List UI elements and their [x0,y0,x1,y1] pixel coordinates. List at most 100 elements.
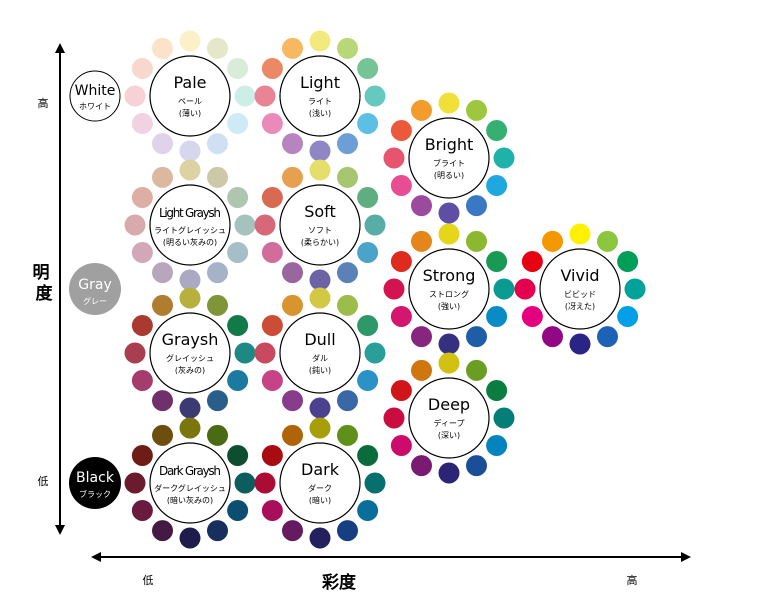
color-swatch [337,166,358,188]
color-swatch [152,37,173,59]
color-swatch [207,37,228,59]
tone-meaning: (鈍い) [309,365,331,375]
tone-wheel-deep: Deep ディープ (深い) [383,352,515,484]
color-swatch [152,133,173,155]
brightness-low-label: 低 [38,475,49,488]
color-swatch [542,326,563,348]
color-swatch [179,269,201,291]
color-swatch [309,287,331,309]
tone-center-circle [279,184,361,266]
color-swatch [309,527,331,549]
tone-meaning: (明るい灰みの) [163,237,217,247]
neutral-black-circle [69,457,121,509]
color-swatch [261,315,283,336]
color-swatch [131,187,153,208]
color-swatch [390,380,412,401]
tone-meaning: (柔らかい) [301,237,339,247]
tone-kana: ペール [178,97,202,106]
color-swatch [282,262,303,284]
color-swatch [617,251,639,272]
color-swatch [254,214,276,236]
neutral-white: White ホワイト [69,70,121,122]
saturation-axis-label: 彩度 [321,572,357,593]
color-swatch [261,445,283,466]
tone-center-circle [408,377,490,459]
color-swatch [234,214,256,236]
color-swatch [357,500,379,521]
tone-center-circle [279,442,361,524]
tone-name: Soft [304,202,336,221]
color-swatch [261,500,283,521]
color-swatch [357,187,379,208]
tone-wheels: Pale ペール (薄い) Light ライト (浅い) Bright ブライト (明るい) Li… [124,30,646,549]
color-swatch [131,370,153,391]
color-swatch [364,85,386,107]
color-swatch [364,214,386,236]
color-swatch [466,99,487,121]
color-swatch [309,397,331,419]
color-swatch [357,370,379,391]
tone-kana: グレイッシュ [166,353,214,363]
tone-wheel-light: Light ライト (浅い) [254,30,386,162]
color-swatch [227,187,249,208]
tone-wheel-vivid: Vivid ビビッド (冴えた) [514,223,646,355]
neutral-gray-kana: グレー [83,296,107,306]
neutral-white-circle [69,70,121,122]
color-swatch [179,397,201,419]
color-swatch [152,294,173,316]
color-swatch [390,435,412,456]
color-swatch [234,342,256,364]
tone-meaning: (暗い) [309,495,331,505]
color-swatch [486,306,508,327]
tone-name: Dark Graysh [159,464,221,478]
color-swatch [234,85,256,107]
color-swatch [569,333,591,355]
color-swatch [254,342,276,364]
color-swatch [411,455,432,477]
color-swatch [309,269,331,291]
color-swatch [309,30,331,52]
neutral-black-kana: ブラック [79,489,111,499]
neutral-black-name: Black [76,470,115,486]
color-swatch [411,195,432,217]
color-swatch [207,520,228,542]
tone-wheel-dark-grayish: Dark Graysh ダークグレイッシュ (暗い灰みの) [124,417,256,549]
tone-kana: ダーク [308,483,332,493]
tone-wheel-grayish: Graysh グレイッシュ (灰みの) [124,287,256,419]
tone-name: Deep [428,395,470,414]
color-swatch [337,520,358,542]
color-swatch [227,370,249,391]
color-swatch [261,113,283,134]
color-swatch [357,445,379,466]
color-swatch [131,315,153,336]
color-swatch [207,166,228,188]
tone-wheel-pale: Pale ペール (薄い) [124,30,256,162]
color-swatch [207,133,228,155]
tone-center-circle [149,184,231,266]
color-swatch [390,175,412,196]
tone-name: Dark [301,460,340,479]
color-swatch [357,315,379,336]
tone-center-circle [408,248,490,330]
color-swatch [411,326,432,348]
color-swatch [227,113,249,134]
neutral-gray-name: Gray [78,277,111,293]
color-swatch [309,140,331,162]
tone-name: Bright [425,135,474,154]
tone-meaning: (薄い) [179,108,201,118]
color-swatch [261,58,283,79]
color-swatch [438,352,460,374]
color-swatch [486,435,508,456]
color-swatch [357,242,379,263]
color-swatch [309,159,331,181]
color-swatch [383,278,405,300]
color-swatch [152,262,173,284]
color-swatch [624,278,646,300]
color-swatch [261,370,283,391]
color-swatch [282,390,303,412]
color-swatch [569,223,591,245]
tone-name: Dull [304,330,335,349]
tone-center-circle [279,312,361,394]
tone-kana: ディープ [434,418,465,428]
